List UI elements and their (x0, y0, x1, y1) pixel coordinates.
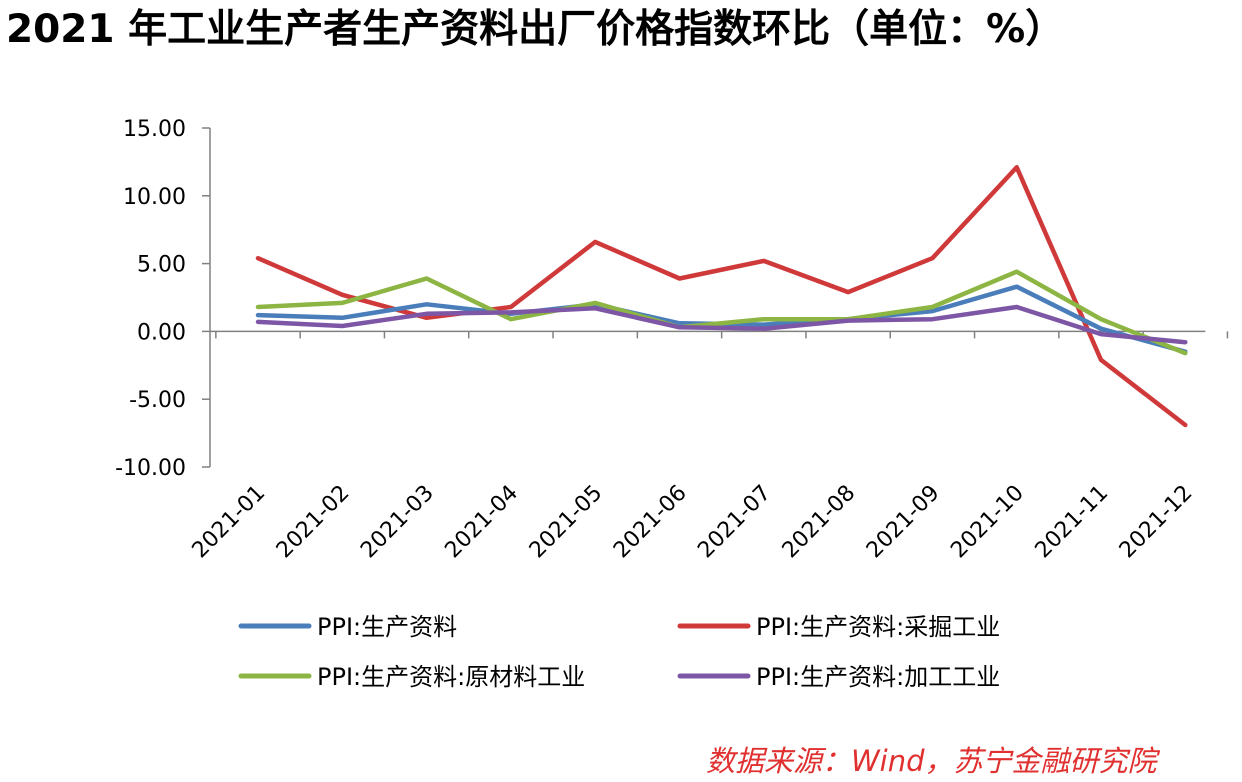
x-tick-label: 2021-05 (525, 481, 608, 564)
x-tick-label: 2021-09 (862, 481, 945, 564)
x-tick-label: 2021-04 (440, 481, 523, 564)
x-tick-label: 2021-01 (188, 481, 271, 564)
legend: PPI:生产资料 PPI:生产资料:采掘工业 PPI:生产资料:原材料工业 PPI:生… (238, 613, 1000, 691)
y-tick-label: 5.00 (137, 253, 186, 278)
x-tick-label: 2021-10 (946, 481, 1029, 564)
y-tick-label: 10.00 (123, 185, 186, 210)
y-tick-label: -5.00 (129, 388, 186, 413)
series-lines (255, 165, 1188, 428)
series-line (255, 165, 1188, 428)
data-source-note: 数据来源：Wind，苏宁金融研究院 (706, 744, 1157, 778)
series-line (255, 304, 1188, 345)
x-axis: 2021-01 2021-02 2021-03 2021-04 2021-05 2021-… (188, 330, 1229, 564)
chart-title: 2021 年工业生产者生产资料出厂价格指数环比（单位：%） (6, 7, 1065, 52)
x-tick-label: 2021-08 (778, 481, 861, 564)
y-axis: 15.00 10.00 5.00 0.00 -5.00 -10.00 (115, 117, 211, 481)
y-tick-label: -10.00 (115, 456, 186, 481)
legend-label: PPI:生产资料:原材料工业 (317, 663, 585, 691)
x-tick-label: 2021-07 (693, 481, 776, 564)
legend-label: PPI:生产资料 (317, 613, 457, 641)
x-tick-label: 2021-03 (356, 481, 439, 564)
x-tick-label: 2021-11 (1031, 481, 1114, 564)
legend-label: PPI:生产资料:采掘工业 (756, 613, 1000, 641)
x-tick-label: 2021-02 (272, 481, 355, 564)
y-tick-label: 0.00 (137, 320, 186, 345)
x-tick-label: 2021-06 (609, 481, 692, 564)
y-tick-label: 15.00 (123, 117, 186, 142)
x-tick-label: 2021-12 (1115, 481, 1198, 564)
legend-label: PPI:生产资料:加工工业 (756, 663, 1000, 691)
series-line (255, 269, 1188, 356)
